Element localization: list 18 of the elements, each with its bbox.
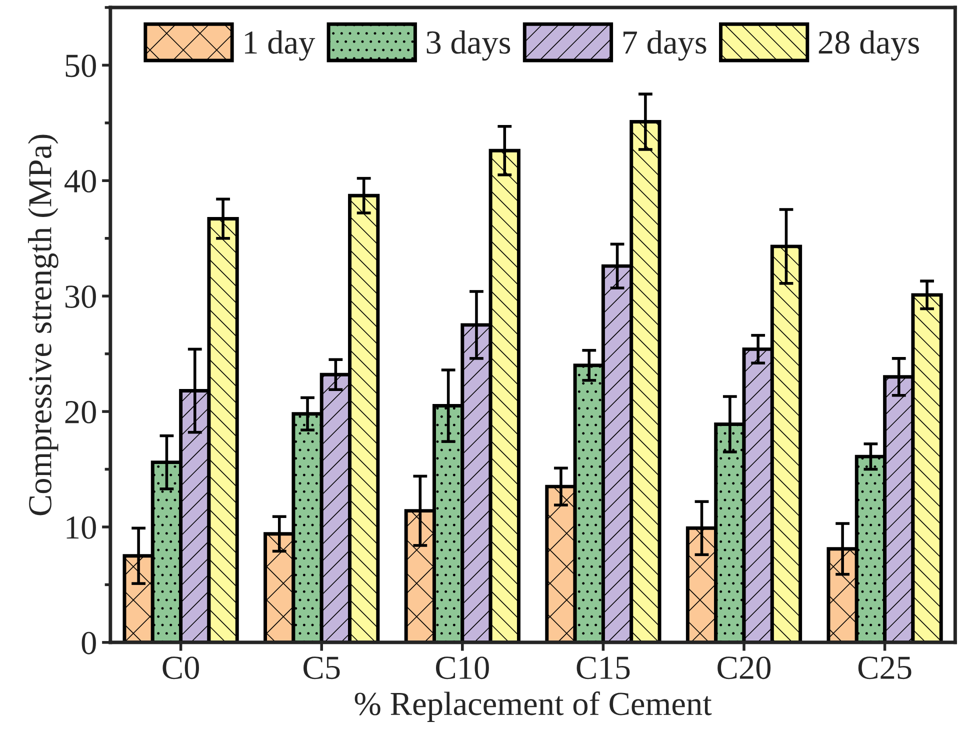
y-tick-label: 40 bbox=[64, 170, 96, 193]
y-tick-label: 30 bbox=[65, 285, 96, 308]
legend-label: 3 days bbox=[426, 30, 510, 61]
legend-label: 28 days bbox=[818, 30, 919, 61]
y-axis-title: Compressive strength (MPa) bbox=[28, 134, 58, 516]
y-tick-label: 20 bbox=[65, 400, 96, 424]
y-tick-label: 0 bbox=[82, 632, 96, 654]
x-tick-label: C0 bbox=[162, 656, 199, 680]
x-tick-label: C25 bbox=[858, 656, 912, 680]
x-tick-label: C10 bbox=[436, 656, 489, 680]
y-tick-label: 50 bbox=[66, 54, 96, 78]
x-tick-label: C5 bbox=[304, 656, 340, 680]
x-tick-label: C15 bbox=[576, 656, 630, 680]
x-tick-label: C20 bbox=[718, 656, 771, 680]
x-axis-title: % Replacement of Cement bbox=[354, 691, 712, 722]
legend-label: 7 days bbox=[624, 30, 706, 61]
legend-label: 1 day bbox=[245, 30, 316, 61]
y-tick-label: 10 bbox=[66, 516, 96, 539]
